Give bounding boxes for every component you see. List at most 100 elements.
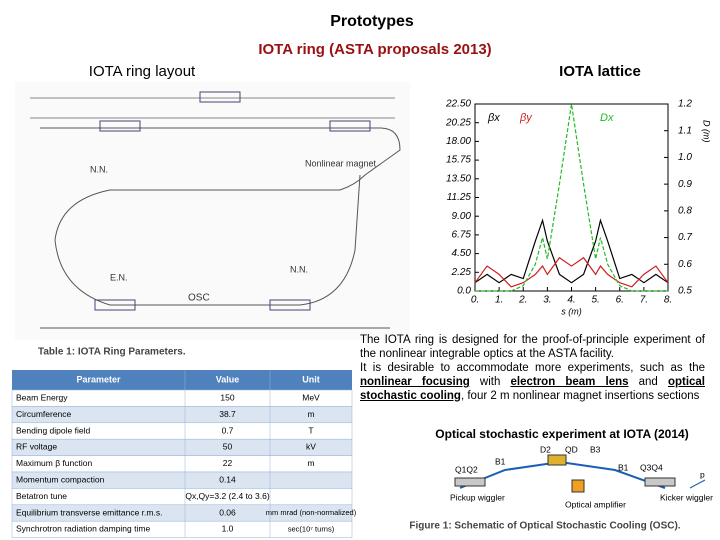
ring-drawing (15, 82, 410, 340)
description-part: nonlinear focusing (360, 376, 470, 388)
x-tick-label: 2. (518, 295, 527, 306)
table-cell: 22 (223, 458, 233, 468)
y2-tick-label: 1.2 (678, 99, 692, 110)
y-tick-label: 15.75 (446, 155, 471, 166)
ring-title: IOTA ring layout (89, 63, 196, 80)
table: Parameter Value Unit Beam Energy 150 MeV Circu… (11, 370, 357, 538)
x-axis-label: s (m) (561, 306, 582, 316)
y-tick-label: 9.00 (452, 211, 472, 222)
table-cell: Momentum compaction (16, 474, 105, 484)
series-line (475, 103, 668, 292)
legend-entry: Dx (600, 112, 614, 124)
osc-label: B1 (618, 462, 629, 472)
table-cell: 38.7 (219, 409, 236, 419)
table-cell: Maximum β function (16, 458, 92, 468)
table-cell: Betatron tune (16, 491, 67, 501)
description-part: , four 2 m nonlinear magnet insertions s… (460, 390, 700, 402)
table-row-bg (11, 438, 353, 456)
y2-tick-label: 1.1 (678, 125, 692, 136)
y-tick-label: 20.25 (445, 117, 471, 128)
osc-label: B1 (495, 456, 506, 466)
osc-label: Optical amplifier (565, 499, 626, 509)
plot-area (474, 103, 669, 292)
table-cell: MeV (302, 392, 320, 402)
table-cell: sec(10⁷ turns) (288, 524, 335, 533)
x-tick-label: 8. (664, 295, 672, 306)
table-cell: T (308, 425, 313, 435)
table-cell: mm mrad (non-normalized) (266, 508, 357, 517)
table-cell: m (307, 409, 314, 419)
y2-tick-label: 1.0 (678, 152, 692, 163)
series-line (474, 218, 669, 284)
table-cell: Synchrotron radiation damping time (16, 524, 150, 534)
table-cell: 0.06 (219, 507, 236, 517)
osc-label: QD (565, 444, 578, 454)
ring-label: OSC (188, 293, 210, 304)
table-cell: 50 (223, 442, 233, 452)
ring-label: N.N. (290, 264, 308, 274)
table-header-cell: Parameter (76, 374, 121, 384)
x-tick-label: 7. (640, 295, 648, 306)
x-tick-label: 1. (495, 295, 503, 306)
table-cell: Qx,Qy=3.2 (2.4 to 3.6) (185, 491, 270, 501)
osc-label: B3 (590, 444, 601, 454)
osc-label: Q1Q2 (455, 464, 478, 474)
osc-label: D2 (540, 444, 551, 454)
y2-tick-label: 0.6 (678, 259, 692, 270)
slide-title: Prototypes (330, 13, 414, 30)
y-tick-label: 13.50 (446, 173, 471, 184)
y-tick-label: 22.50 (445, 99, 471, 110)
osc-label: Pickup wiggler (450, 492, 505, 502)
table-cell: kV (306, 442, 316, 452)
x-tick-label: 0. (471, 295, 479, 306)
osc-label: Q3Q4 (640, 462, 663, 472)
table-cell: 150 (220, 392, 234, 402)
legend-entry: βx (487, 112, 500, 124)
description-part: optical stochastic cooling (360, 376, 705, 402)
table-cell: m (307, 458, 314, 468)
y-tick-label: 11.25 (447, 192, 472, 203)
table-cell: Equilibrium transverse emittance r.m.s. (16, 507, 162, 517)
table-header-bg (12, 370, 352, 390)
y2-axis-label: D (m) (702, 120, 712, 143)
table-header-cell: Value (216, 374, 240, 384)
description-part: with (469, 376, 511, 388)
x-tick-label: 3. (543, 295, 551, 306)
ring-label: N.N. (90, 164, 108, 174)
description-line: It is desirable to accommodate more expe… (360, 361, 705, 403)
y-tick-label: 0.0 (457, 286, 471, 297)
table-cell: 1.0 (222, 524, 234, 534)
osc-drawing (454, 454, 706, 493)
table-cell: 0.14 (219, 474, 236, 484)
slide-subtitle: IOTA ring (ASTA proposals 2013) (258, 41, 491, 58)
osc-label: Kicker wiggler (660, 492, 713, 502)
ring-label: E.N. (110, 272, 128, 282)
description-part: electron beam lens (510, 376, 629, 388)
table-cell: Circumference (16, 409, 72, 419)
description-line: The IOTA ring is designed for the proof-… (360, 334, 705, 360)
x-tick-label: 4. (567, 295, 575, 306)
osc-title: Optical stochastic experiment at IOTA (2… (435, 427, 688, 441)
y2-tick-label: 0.8 (678, 205, 692, 216)
y2-tick-label: 0.5 (678, 286, 692, 297)
y-tick-label: 18.00 (446, 136, 471, 147)
table-cell: Bending dipole field (16, 425, 90, 435)
osc-caption: Figure 1: Schematic of Optical Stochasti… (409, 521, 680, 532)
y-tick-label: 6.75 (452, 230, 472, 241)
lattice-title: IOTA lattice (559, 63, 641, 80)
osc-label: p (700, 469, 705, 479)
table-cell: Beam Energy (16, 392, 68, 402)
table-caption: Table 1: IOTA Ring Parameters. (38, 347, 186, 358)
table-cell: 0.7 (222, 425, 234, 435)
x-tick-label: 6. (616, 295, 624, 306)
x-tick-label: 5. (591, 295, 599, 306)
table-cell: RF voltage (16, 442, 57, 452)
description: The IOTA ring is designed for the proof-… (360, 333, 705, 403)
y2-tick-label: 0.7 (678, 232, 692, 243)
table-row-bg (11, 520, 353, 538)
description-part: It is desirable to accommodate more expe… (360, 362, 705, 374)
y-tick-label: 4.50 (452, 248, 472, 259)
y2-tick-label: 0.9 (678, 179, 692, 190)
